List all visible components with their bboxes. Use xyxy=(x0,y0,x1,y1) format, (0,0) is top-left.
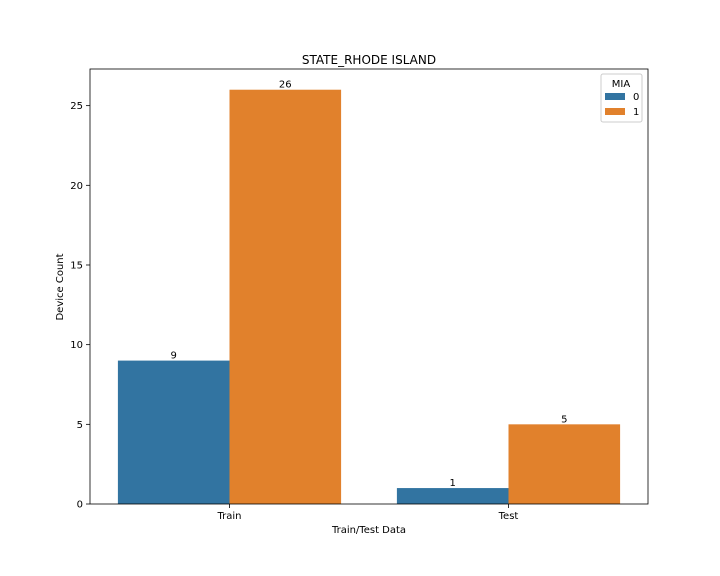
data-label: 9 xyxy=(171,351,177,362)
legend-title: MIA xyxy=(612,79,631,90)
y-axis-label: Device Count xyxy=(55,253,66,320)
data-label: 1 xyxy=(450,478,456,489)
y-tick-label: 20 xyxy=(70,181,83,192)
axes-frame xyxy=(89,68,649,505)
y-tick-label: 0 xyxy=(77,500,83,511)
bar-train-series-0 xyxy=(117,360,230,504)
y-tick-label: 10 xyxy=(70,340,83,351)
legend-label: 0 xyxy=(633,92,639,103)
chart-title: STATE_RHODE ISLAND xyxy=(302,53,436,67)
legend-swatch-1 xyxy=(605,108,625,115)
y-tick-label: 15 xyxy=(70,260,83,271)
y-tick-label: 5 xyxy=(77,420,83,431)
x-axis-label: Train/Test Data xyxy=(331,525,406,536)
legend-label: 1 xyxy=(633,107,639,118)
y-tick-label: 25 xyxy=(70,101,83,112)
bar-test-series-1 xyxy=(508,424,621,504)
x-tick-label: Train xyxy=(217,511,242,522)
bar-test-series-0 xyxy=(396,488,509,504)
bar-train-series-1 xyxy=(229,89,342,504)
data-label: 26 xyxy=(279,80,292,91)
data-label: 5 xyxy=(561,414,567,425)
legend: MIA 0 1 xyxy=(600,73,643,123)
x-tick-label: Test xyxy=(498,511,519,522)
legend-swatch-0 xyxy=(605,93,625,100)
